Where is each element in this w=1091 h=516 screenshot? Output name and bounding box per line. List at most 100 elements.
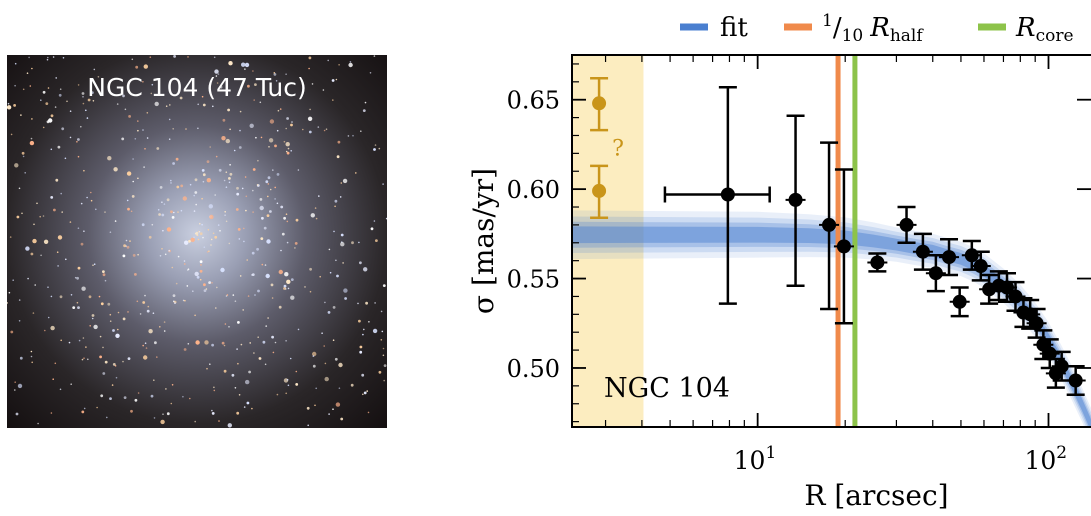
data-marker [899, 217, 914, 232]
data-marker [964, 248, 979, 263]
star [381, 330, 384, 333]
star [109, 313, 112, 316]
star [161, 248, 163, 250]
star [125, 239, 128, 242]
star [327, 311, 331, 314]
star [342, 262, 344, 264]
star [213, 389, 216, 392]
star [265, 180, 269, 184]
star [47, 286, 49, 288]
cluster-annotation: NGC 104 [604, 373, 730, 404]
star [310, 213, 315, 218]
star [54, 362, 57, 365]
star [136, 300, 139, 303]
star [22, 155, 25, 158]
star [130, 409, 133, 413]
legend-rcore-subscript: core [1036, 26, 1074, 46]
star [338, 64, 340, 66]
data-marker [870, 255, 885, 270]
shaded-region [572, 55, 644, 427]
star [342, 178, 348, 184]
star [211, 282, 213, 284]
star [39, 215, 41, 218]
star [276, 393, 279, 396]
star [236, 348, 238, 350]
star [174, 302, 176, 304]
star [203, 289, 207, 292]
star [50, 148, 53, 151]
star [359, 350, 363, 354]
star [162, 229, 164, 232]
star [14, 163, 19, 168]
star [236, 192, 240, 196]
star [137, 177, 139, 180]
star [203, 283, 206, 287]
star [52, 378, 54, 381]
star [318, 195, 320, 197]
star [142, 81, 144, 83]
star [209, 363, 211, 366]
star [34, 284, 36, 286]
star [287, 287, 290, 290]
star [332, 99, 334, 101]
outlier-question-mark: ? [612, 136, 624, 161]
star [161, 213, 165, 217]
star [271, 335, 274, 339]
x-tick-base: 10 [1024, 446, 1056, 475]
star [214, 194, 216, 196]
star [285, 73, 287, 75]
star [163, 330, 166, 332]
star [44, 329, 46, 332]
star [209, 146, 211, 148]
star [372, 328, 378, 334]
star [208, 250, 210, 252]
star [205, 288, 208, 290]
star [168, 118, 171, 121]
star [151, 83, 154, 86]
star [192, 290, 194, 292]
star [159, 255, 162, 257]
star [366, 390, 369, 392]
star [131, 58, 134, 61]
star [42, 126, 45, 129]
star [50, 196, 54, 199]
star [327, 59, 330, 62]
star [202, 180, 205, 183]
star [337, 140, 341, 144]
star [219, 85, 223, 89]
star [173, 300, 175, 303]
star [158, 213, 162, 216]
star [31, 118, 33, 120]
star [290, 295, 295, 300]
star [21, 151, 25, 155]
star [115, 333, 120, 338]
fit-band-layer-1 [572, 216, 1091, 427]
star [308, 67, 310, 70]
star [99, 355, 102, 359]
star [150, 92, 153, 95]
star [50, 295, 53, 298]
star [100, 394, 104, 398]
star [339, 196, 342, 198]
legend-label-rhalf: 1/10 Rhalf [822, 11, 924, 46]
star [177, 255, 180, 258]
star [157, 209, 160, 211]
star [25, 246, 30, 251]
star [81, 410, 85, 414]
star [199, 278, 202, 281]
star [139, 313, 142, 315]
star [314, 207, 317, 209]
star [229, 128, 231, 131]
star [59, 388, 62, 391]
star [218, 168, 222, 172]
star [50, 325, 55, 331]
star [76, 301, 79, 304]
star [317, 126, 320, 128]
star [57, 235, 63, 240]
y-tick-label-0: 0.50 [507, 355, 560, 383]
star [117, 328, 119, 331]
star [201, 197, 203, 200]
star [206, 160, 210, 163]
data-point-0-5 [896, 205, 917, 245]
